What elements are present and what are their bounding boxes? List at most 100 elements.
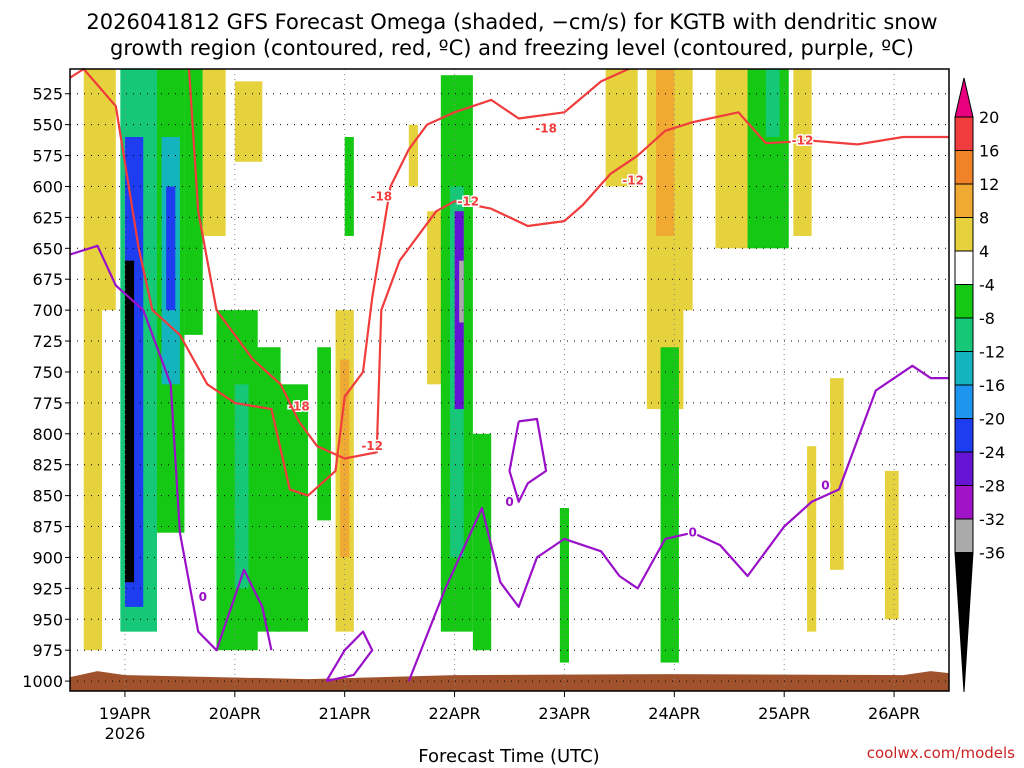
y-tick-label-700: 700 [32, 301, 63, 320]
chart-title-line2: growth region (contoured, red, ºC) and f… [110, 36, 914, 60]
omega-region-25 [472, 433, 492, 651]
y-tick-label-525: 525 [32, 85, 63, 104]
colorbar-bin-10 [954, 418, 974, 453]
omega-region-14 [276, 384, 309, 632]
freezing-contour-line-1 [407, 364, 949, 682]
y-tick-label-925: 925 [32, 579, 63, 598]
colorbar-bin-2 [954, 150, 974, 185]
omega-region-24 [459, 260, 464, 323]
chart-title-line1: 2026041812 GFS Forecast Omega (shaded, −… [86, 10, 937, 34]
omega-region-29 [656, 69, 675, 236]
y-tick-label-875: 875 [32, 518, 63, 537]
x-tick-sublabel-19APR: 2026 [105, 724, 146, 743]
y-tick-label-750: 750 [32, 363, 63, 382]
omega-region-13 [234, 81, 263, 162]
y-tick-label-825: 825 [32, 456, 63, 475]
colorbar-label-12: 12 [979, 175, 999, 194]
omega-region-9 [202, 69, 226, 236]
y-tick-label-800: 800 [32, 425, 63, 444]
colorbar-label--12: -12 [979, 343, 1005, 362]
omega-region-37 [829, 378, 844, 570]
omega-region-31 [678, 69, 693, 311]
y-tick-label-775: 775 [32, 394, 63, 413]
colorbar-label--28: -28 [979, 477, 1005, 496]
colorbar-bin-top [954, 77, 974, 118]
dendritic-contour-label-1-0: -12 [361, 439, 383, 453]
omega-region-38 [884, 470, 899, 620]
x-tick-label-22APR: 22APR [429, 704, 481, 723]
omega-region-27 [605, 69, 638, 187]
colorbar-label--4: -4 [979, 276, 995, 295]
colorbar-label--32: -32 [979, 510, 1005, 529]
colorbar-label-16: 16 [979, 142, 999, 161]
colorbar-bin-6 [954, 284, 974, 319]
y-axis: 525 550 575 600 625 650 675 700 725 750 775 800 825 8… [22, 85, 70, 691]
omega-region-0 [83, 69, 103, 651]
colorbar-bin-11 [954, 451, 974, 486]
x-tick-label-21APR: 21APR [319, 704, 371, 723]
colorbar-label--36: -36 [979, 544, 1005, 563]
y-tick-label-850: 850 [32, 487, 63, 506]
colorbar-bin-12 [954, 485, 974, 520]
omega-region-8 [184, 69, 203, 335]
omega-region-18 [344, 137, 354, 236]
colorbar-bin-1 [954, 116, 974, 151]
colorbar-label--20: -20 [979, 410, 1005, 429]
omega-region-35 [793, 69, 812, 236]
plot-frame [69, 68, 950, 692]
terrain [70, 671, 949, 691]
y-tick-label-975: 975 [32, 641, 63, 660]
freezing-contour-label-0-0: 0 [199, 590, 207, 604]
credit-text: coolwx.com/models [867, 744, 1015, 762]
y-tick-label-575: 575 [32, 147, 63, 166]
x-tick-label-26APR: 26APR [868, 704, 920, 723]
dendritic-contour-label-1-1: -12 [457, 194, 479, 208]
freezing-contour-label-2-0: 0 [505, 495, 513, 509]
colorbar-bin-5 [954, 250, 974, 285]
terrain-fill [70, 671, 949, 691]
omega-region-34 [765, 69, 780, 138]
y-tick-label-900: 900 [32, 548, 63, 567]
x-axis-label: Forecast Time (UTC) [418, 746, 599, 767]
omega-region-7 [166, 186, 176, 311]
y-tick-label-1000: 1000 [22, 672, 63, 691]
colorbar-bin-3 [954, 183, 974, 218]
colorbar-bin-13 [954, 518, 974, 553]
y-tick-label-950: 950 [32, 610, 63, 629]
omega-region-11 [234, 384, 249, 589]
freezing-contour-line-2 [508, 417, 548, 503]
y-tick-label-625: 625 [32, 208, 63, 227]
x-tick-label-25APR: 25APR [758, 704, 810, 723]
y-tick-label-675: 675 [32, 270, 63, 289]
dendritic-contour-label-1-2: -12 [622, 173, 644, 187]
omega-region-1 [102, 69, 116, 311]
y-tick-label-650: 650 [32, 239, 63, 258]
colorbar-label--16: -16 [979, 376, 1005, 395]
dendritic-contour-line-1 [187, 68, 949, 460]
freezing-contour-label-1-0: 0 [688, 526, 696, 540]
x-tick-label-23APR: 23APR [538, 704, 590, 723]
freezing-contour-line-0 [69, 244, 273, 652]
omega-region-26 [559, 507, 570, 663]
dendritic-contour-label-0-2: -18 [535, 121, 557, 135]
omega-region-30 [660, 347, 679, 663]
colorbar-label--24: -24 [979, 443, 1005, 462]
omega-region-36 [807, 446, 817, 632]
colorbar: 20 16 12 8 4 -4 -8 -12 -16 -20 -24 -28 -32 -36 [954, 77, 1005, 693]
colorbar-bin-9 [954, 384, 974, 419]
dendritic-contour-label-0-1: -18 [370, 189, 392, 203]
colorbar-label--8: -8 [979, 309, 995, 328]
colorbar-label-4: 4 [979, 242, 989, 261]
omega-region-15 [317, 347, 331, 521]
grid [70, 69, 949, 691]
colorbar-label-8: 8 [979, 209, 989, 228]
y-tick-label-600: 600 [32, 177, 63, 196]
colorbar-label-20: 20 [979, 108, 999, 127]
dendritic-contour-line-0 [69, 67, 629, 497]
dendritic-contour-label-1-3: -12 [792, 134, 814, 148]
y-tick-label-550: 550 [32, 116, 63, 135]
